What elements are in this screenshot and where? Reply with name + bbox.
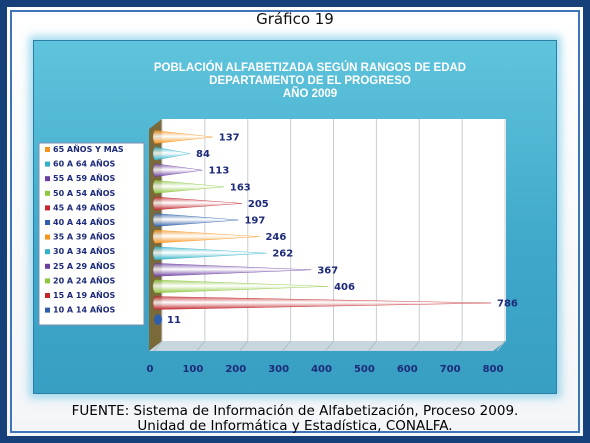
bar xyxy=(152,213,239,227)
legend-swatch xyxy=(45,176,50,182)
data-label: 786 xyxy=(497,299,518,310)
footer-source-line-1: FUENTE: Sistema de Información de Alfabe… xyxy=(71,403,519,419)
floor-gridline xyxy=(453,340,463,352)
x-tick-label: 800 xyxy=(483,364,504,375)
floor-gridline xyxy=(282,340,292,352)
bar xyxy=(152,263,312,277)
data-label: 406 xyxy=(334,282,355,293)
data-label: 246 xyxy=(265,232,286,243)
bar xyxy=(152,180,224,194)
legend-label: 50 A 54 AÑOS xyxy=(53,188,116,198)
data-label: 205 xyxy=(248,199,269,210)
floor-gridline xyxy=(153,340,163,352)
legend-box xyxy=(38,142,145,326)
legend-label: 30 A 34 AÑOS xyxy=(53,246,116,256)
chart-title-line-1: POBLACIÓN ALFABETIZADA SEGÚN RANGOS DE E… xyxy=(154,61,466,74)
legend-swatch xyxy=(45,220,50,225)
legend-label: 35 A 39 AÑOS xyxy=(53,232,116,242)
bar xyxy=(152,279,329,294)
legend-swatch xyxy=(45,293,50,298)
bar xyxy=(152,146,191,161)
legend-swatch xyxy=(45,278,50,284)
x-tick-label: 0 xyxy=(147,364,154,375)
bar xyxy=(152,296,492,310)
floor-gridline xyxy=(367,340,377,352)
legend-label: 45 A 49 AÑOS xyxy=(53,202,116,212)
data-label: 84 xyxy=(196,149,210,160)
slide-inner-border xyxy=(10,10,580,433)
x-tick-label: 100 xyxy=(182,364,203,375)
floor-gridline xyxy=(239,340,249,352)
data-label: 113 xyxy=(208,166,229,177)
x-tick-label: 200 xyxy=(225,364,246,375)
floor-gridline xyxy=(410,340,420,352)
page-title: Gráfico 19 xyxy=(256,10,334,28)
x-tick-label: 700 xyxy=(440,364,461,375)
x-tick-label: 600 xyxy=(397,364,418,375)
x-tick-label: 500 xyxy=(354,364,375,375)
floor-gridline xyxy=(496,340,506,352)
x-axis-ticks: 0 100 200 300 400 500 600 700 800 xyxy=(147,364,504,375)
legend-swatch xyxy=(45,234,50,240)
legend-swatch xyxy=(45,205,50,211)
data-label: 197 xyxy=(244,216,265,227)
legend-label: 10 A 14 AÑOS xyxy=(53,305,116,315)
floor-gridline xyxy=(325,340,334,352)
data-label: 163 xyxy=(230,182,251,193)
legend-swatch xyxy=(45,249,50,255)
legend-label: 65 AÑOS Y MAS xyxy=(53,144,124,154)
bar xyxy=(152,246,267,260)
chart-title-line-3: AÑO 2009 xyxy=(283,87,337,100)
legend-label: 60 A 64 AÑOS xyxy=(53,159,116,169)
bar xyxy=(154,314,162,326)
bar xyxy=(152,229,260,244)
legend-label: 20 A 24 AÑOS xyxy=(53,275,116,285)
legend-swatch xyxy=(45,161,50,167)
legend-label: 40 A 44 AÑOS xyxy=(53,217,116,227)
legend-swatch xyxy=(45,263,50,269)
chart-panel: POBLACIÓN ALFABETIZADA SEGÚN RANGOS DE E… xyxy=(33,40,557,394)
legend-label: 25 A 29 AÑOS xyxy=(53,261,116,271)
data-label: 11 xyxy=(167,315,181,326)
floor-gridline xyxy=(196,340,206,352)
chart-title-line-2: DEPARTAMENTO DE EL PROGRESO xyxy=(209,75,411,87)
legend-swatch xyxy=(45,307,50,313)
legend-label: 15 A 19 AÑOS xyxy=(53,290,116,300)
data-label: 262 xyxy=(272,249,293,260)
bar xyxy=(152,196,242,211)
legend-swatch xyxy=(45,147,50,152)
chart-svg: POBLACIÓN ALFABETIZADA SEGÚN RANGOS DE E… xyxy=(38,61,518,375)
x-tick-label: 400 xyxy=(311,364,332,375)
footer-source-line-2: Unidad de Informática y Estadística, CON… xyxy=(137,418,453,434)
legend-swatch xyxy=(45,190,50,196)
data-label: 367 xyxy=(317,265,338,276)
data-label: 137 xyxy=(219,133,240,144)
bars xyxy=(152,130,492,326)
legend-label: 55 A 59 AÑOS xyxy=(53,173,116,183)
legend: 65 AÑOS Y MAS 60 A 64 AÑOS 55 A 59 AÑOS 50 … xyxy=(45,144,124,315)
bar xyxy=(152,163,203,177)
plot-floor xyxy=(149,341,506,351)
x-tick-label: 300 xyxy=(268,364,289,375)
bar xyxy=(152,130,213,144)
